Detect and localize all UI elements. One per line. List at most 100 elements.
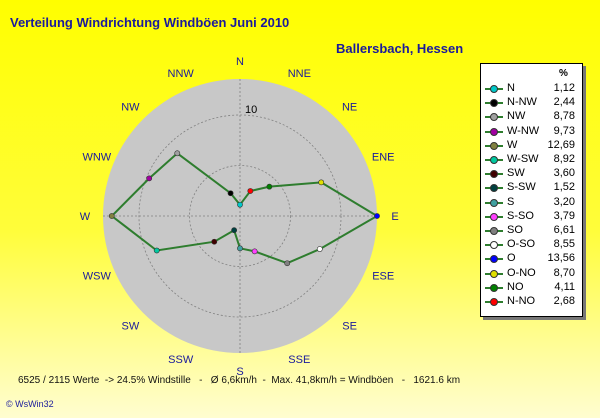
direction-label: WSW (83, 270, 112, 282)
data-point (174, 150, 181, 157)
legend-item: S 3,20 (481, 196, 581, 210)
legend-marker (490, 170, 498, 179)
legend-label: N (507, 82, 515, 94)
data-point (237, 201, 243, 208)
grid-ring (138, 114, 342, 318)
legend-label: SW (507, 167, 525, 180)
legend-label: S-SO (507, 209, 534, 222)
legend-value: 8,92 (553, 153, 575, 165)
legend-item: O-NO 8,70 (481, 267, 581, 281)
legend-item: NW 8,78 (481, 110, 581, 124)
direction-label: S (236, 366, 243, 378)
legend-label: O-SO (507, 238, 536, 251)
direction-label: WNW (82, 152, 111, 164)
legend-marker (490, 184, 498, 193)
legend-item: W-SW 8,92 (481, 153, 581, 167)
legend: % N 1,12 N-NW 2,44 NW 8,78 W-NW 9,73 W 12,69 W-SW 8… (480, 63, 583, 317)
legend-marker (490, 255, 498, 264)
data-point (284, 260, 291, 267)
ring-label: 10 (245, 104, 257, 116)
direction-label: NNW (168, 68, 195, 80)
legend-marker (490, 283, 498, 292)
legend-value: 6,61 (553, 224, 575, 236)
legend-marker (490, 212, 498, 221)
legend-marker (490, 127, 498, 136)
legend-label: O (507, 252, 516, 265)
location-label: Ballersbach, Hessen (336, 41, 464, 56)
data-point (108, 213, 115, 219)
legend-item: W 12,69 (481, 139, 581, 153)
footer-stats: 6525 / 2115 Werte -> 24.5% Windstille - … (18, 375, 461, 386)
data-point (146, 175, 153, 182)
data-point (231, 227, 238, 234)
legend-marker (490, 198, 498, 207)
legend-item: SW 3,60 (481, 167, 581, 181)
legend-value: 4,11 (554, 280, 575, 293)
legend-item: N-NW 2,44 (481, 96, 581, 110)
legend-value: 3,79 (553, 209, 575, 222)
direction-label: E (391, 211, 398, 223)
direction-label: ENE (372, 152, 395, 164)
data-point (266, 183, 273, 190)
legend-item: NO 4,11 (481, 281, 581, 295)
direction-label: N (236, 56, 244, 68)
legend-item: O-SO 8,55 (481, 238, 581, 252)
legend-label: W-SW (507, 153, 539, 165)
legend-item: N-NO 2,68 (481, 295, 581, 309)
legend-value: 3,60 (553, 167, 575, 180)
legend-value: 8,55 (553, 238, 575, 251)
grid-ring (189, 165, 291, 267)
legend-item: O 13,56 (481, 252, 581, 266)
legend-marker (490, 156, 498, 164)
legend-label: W-NW (507, 124, 540, 137)
legend-label: S-SW (507, 181, 536, 194)
legend-value: 1,52 (553, 181, 575, 194)
direction-label: NE (342, 101, 357, 113)
legend-item: S-SO 3,79 (481, 210, 581, 224)
legend-item: N 1,12 (481, 82, 581, 96)
legend-value: 1,12 (553, 82, 575, 94)
direction-label: SSW (168, 354, 194, 366)
legend-marker (490, 241, 498, 250)
legend-value: 9,73 (553, 124, 575, 137)
legend-marker (490, 227, 498, 235)
legend-value: 2,68 (553, 295, 575, 307)
legend-label: W (507, 138, 518, 151)
data-point (374, 213, 380, 219)
legend-value: 8,78 (553, 110, 575, 123)
legend-value: 2,44 (553, 96, 575, 109)
data-point (247, 188, 254, 194)
direction-label: NW (121, 101, 140, 113)
legend-value: 13,56 (547, 252, 575, 265)
direction-label: ESE (372, 270, 394, 282)
legend-item: S-SW 1,52 (481, 181, 581, 195)
logo: © WsWin32 (6, 399, 54, 409)
legend-marker (490, 269, 498, 278)
legend-marker (490, 85, 498, 93)
direction-label: NNE (288, 68, 311, 80)
data-point (153, 247, 160, 254)
legend-marker (490, 99, 498, 108)
data-point (227, 190, 234, 197)
direction-label: SSE (288, 354, 310, 366)
legend-marker (490, 298, 498, 306)
legend-label: S (507, 195, 515, 208)
legend-marker (490, 141, 498, 150)
data-point (251, 248, 258, 255)
data-point (237, 245, 243, 252)
legend-marker (490, 113, 498, 122)
legend-label: N-NW (507, 96, 537, 109)
legend-unit: % (559, 68, 568, 79)
data-point (211, 238, 218, 245)
data-point (318, 179, 325, 186)
legend-value: 3,20 (553, 195, 575, 208)
legend-label: SO (507, 224, 523, 236)
legend-label: N-NO (507, 295, 536, 307)
legend-label: O-NO (507, 266, 536, 279)
legend-value: 8,70 (553, 266, 575, 279)
direction-label: W (80, 211, 91, 223)
legend-label: NO (507, 280, 524, 293)
direction-label: SE (342, 321, 357, 333)
legend-value: 12,69 (547, 138, 575, 151)
